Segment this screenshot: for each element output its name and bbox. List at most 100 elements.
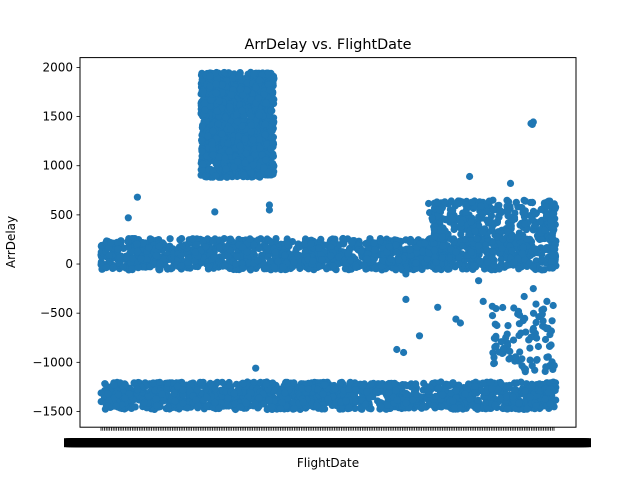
- data-point: [215, 405, 222, 412]
- data-point: [484, 259, 491, 266]
- data-point: [529, 199, 536, 206]
- data-point: [449, 207, 456, 214]
- data-point: [163, 264, 170, 271]
- data-point: [321, 381, 328, 388]
- data-point: [526, 345, 533, 352]
- data-point: [510, 337, 517, 344]
- data-point: [308, 240, 315, 247]
- data-point: [454, 200, 461, 207]
- data-point: [211, 254, 218, 261]
- data-point: [542, 336, 549, 343]
- data-point: [134, 194, 141, 201]
- data-point: [263, 265, 270, 272]
- data-point: [527, 357, 534, 364]
- data-point: [167, 235, 174, 242]
- data-point: [309, 257, 316, 264]
- data-point: [393, 241, 400, 248]
- data-point: [178, 252, 185, 259]
- data-point: [543, 298, 550, 305]
- data-point: [533, 319, 540, 326]
- data-point: [529, 383, 536, 390]
- y-tick-label: −1000: [32, 355, 73, 369]
- data-point: [281, 252, 288, 259]
- data-point: [340, 236, 347, 243]
- data-point: [514, 379, 521, 386]
- data-point: [532, 211, 539, 218]
- data-point: [209, 127, 216, 134]
- data-point: [520, 209, 527, 216]
- data-point: [345, 404, 352, 411]
- data-point: [431, 247, 438, 254]
- data-point: [141, 399, 148, 406]
- data-point: [541, 227, 548, 234]
- data-point: [468, 218, 475, 225]
- data-point: [250, 379, 257, 386]
- data-point: [114, 245, 121, 252]
- data-point: [371, 246, 378, 253]
- data-point: [193, 396, 200, 403]
- data-point: [540, 317, 547, 324]
- data-point: [549, 252, 556, 259]
- data-point: [125, 214, 132, 221]
- data-point: [439, 391, 446, 398]
- data-point: [266, 206, 273, 213]
- data-point: [363, 388, 370, 395]
- data-point: [499, 304, 506, 311]
- data-point: [515, 265, 522, 272]
- data-point: [550, 245, 557, 252]
- data-point: [256, 112, 263, 119]
- data-point: [371, 265, 378, 272]
- data-point: [284, 241, 291, 248]
- data-point: [327, 252, 334, 259]
- y-tick-label: 1500: [42, 110, 73, 124]
- data-point: [165, 404, 172, 411]
- data-point: [505, 355, 512, 362]
- data-point: [132, 403, 139, 410]
- data-point: [216, 97, 223, 104]
- data-point: [236, 403, 243, 410]
- data-point: [532, 301, 539, 308]
- data-point: [523, 406, 530, 413]
- data-point: [206, 73, 213, 80]
- data-point: [439, 254, 446, 261]
- data-point: [252, 365, 259, 372]
- data-point: [543, 325, 550, 332]
- data-point: [179, 386, 186, 393]
- data-point: [520, 244, 527, 251]
- data-point: [229, 75, 236, 82]
- data-point: [472, 383, 479, 390]
- data-point: [115, 391, 122, 398]
- data-point: [436, 206, 443, 213]
- data-point: [457, 319, 464, 326]
- data-point: [194, 386, 201, 393]
- data-point: [489, 312, 496, 319]
- data-point: [432, 393, 439, 400]
- data-point: [522, 366, 529, 373]
- data-point: [533, 335, 540, 342]
- data-point: [226, 103, 233, 110]
- data-point: [530, 285, 537, 292]
- data-point: [198, 137, 205, 144]
- data-point: [348, 239, 355, 246]
- data-point: [262, 121, 269, 128]
- data-point: [213, 108, 220, 115]
- data-point: [240, 171, 247, 178]
- data-point: [223, 174, 230, 181]
- data-point: [209, 151, 216, 158]
- data-point: [198, 148, 205, 155]
- data-point: [434, 304, 441, 311]
- data-point: [498, 245, 505, 252]
- data-point: [204, 132, 211, 139]
- data-point: [550, 211, 557, 218]
- data-point: [256, 77, 263, 84]
- data-point: [430, 402, 437, 409]
- data-point: [482, 399, 489, 406]
- data-point: [104, 390, 111, 397]
- data-point: [305, 385, 312, 392]
- data-point: [203, 394, 210, 401]
- data-point: [359, 382, 366, 389]
- data-point: [343, 397, 350, 404]
- data-point: [270, 153, 277, 160]
- data-point: [439, 233, 446, 240]
